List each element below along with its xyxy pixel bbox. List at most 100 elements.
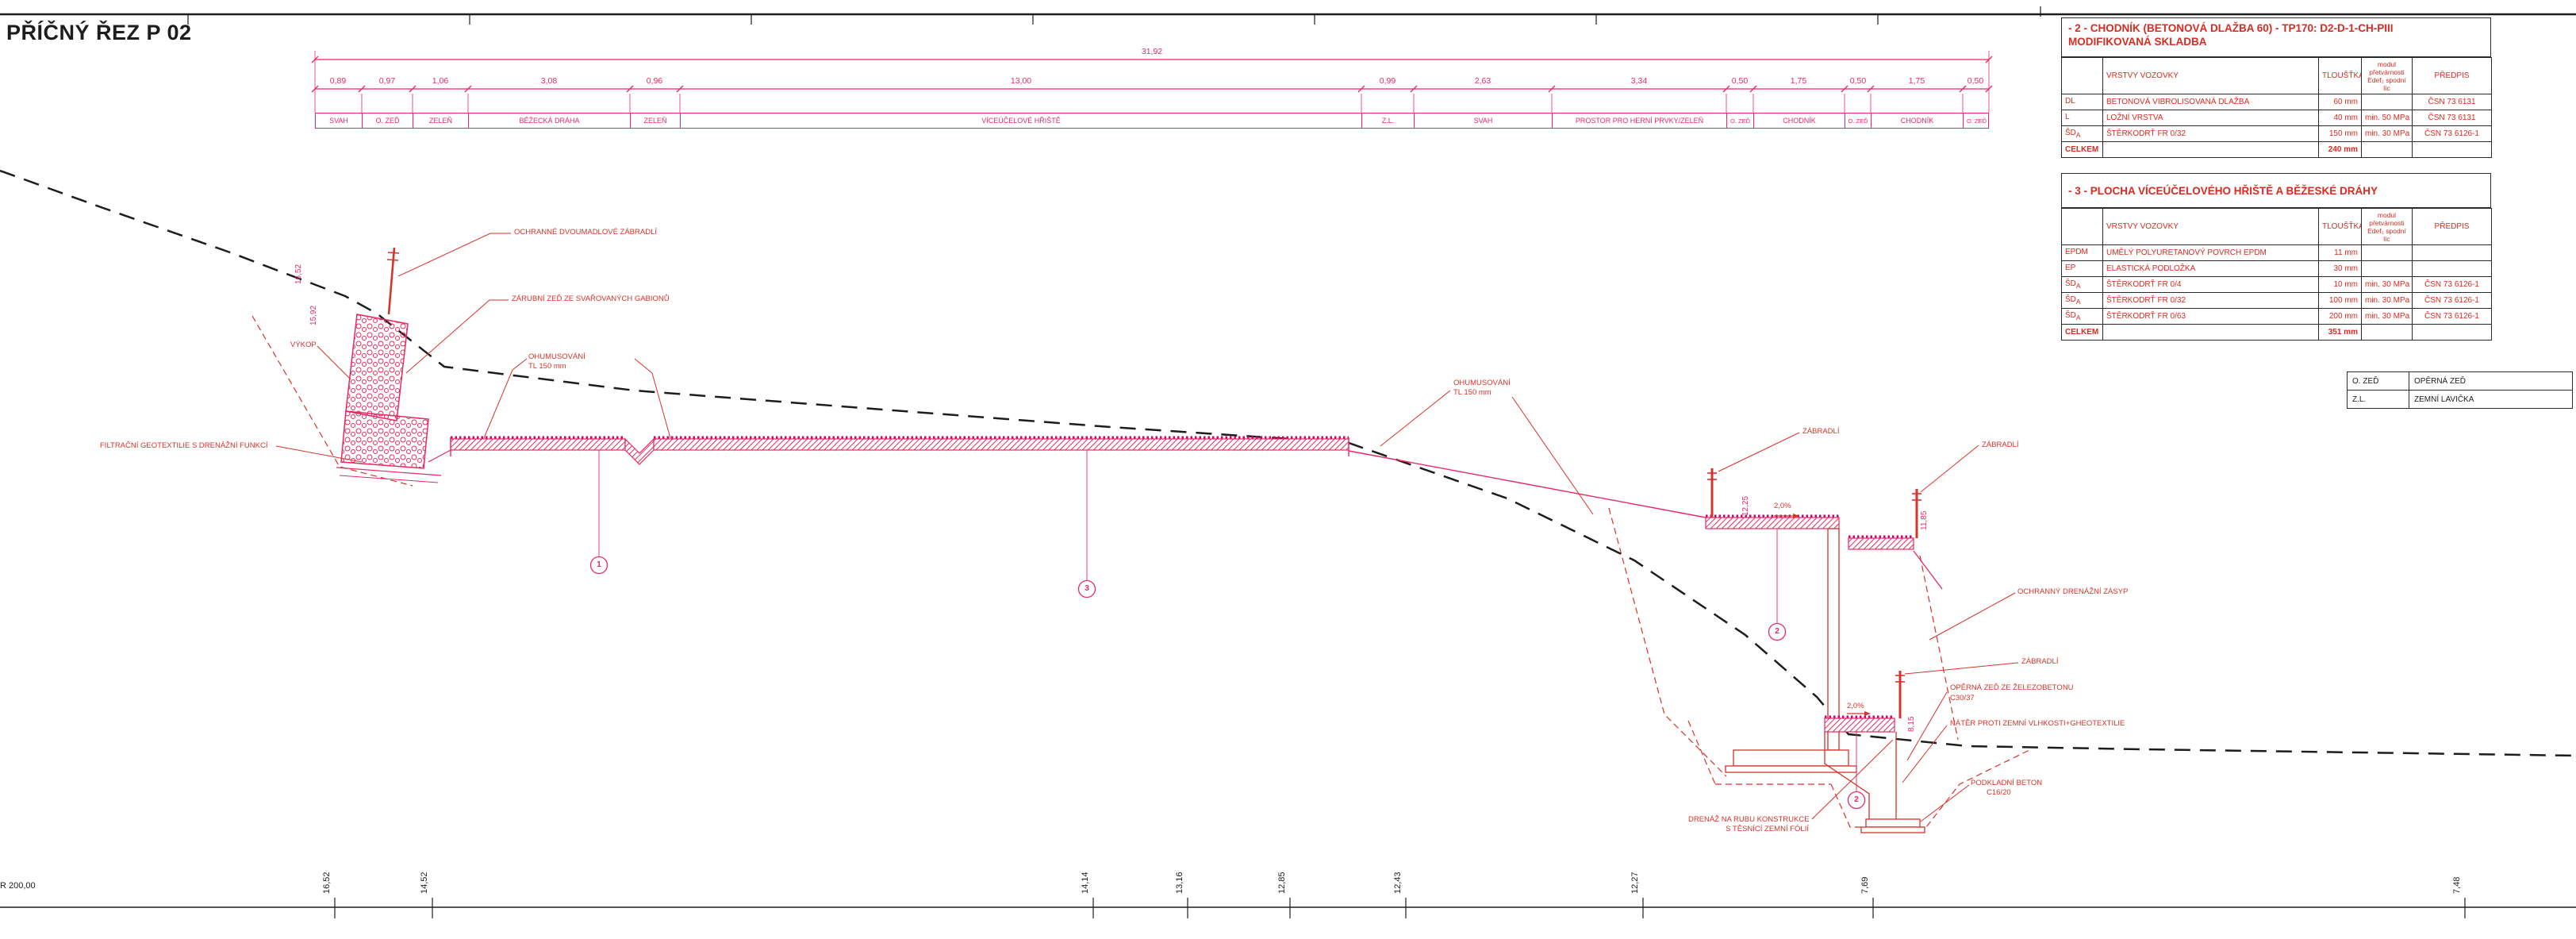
excavation-lines [251,315,2032,828]
col-code [2061,57,2103,94]
dim-value: 0,99 [1379,76,1396,86]
dim-value: 0,50 [1731,76,1749,86]
total-spacer [2102,324,2319,341]
total-thickness: 240 mm [2318,141,2362,158]
row-thickness: 30 mm [2318,260,2362,277]
row-layer: BETONOVÁ VIBROLISOVANÁ DLAŽBA [2102,94,2319,110]
row-code: EPDM [2061,244,2103,261]
vertical-dim: 8,15 [1907,716,1916,732]
row-spec: ČSN 73 6126-1 [2412,308,2492,325]
col-spec: PŘEDPIS [2412,208,2492,245]
zone-label: BĚŽECKÁ DRÁHA [469,114,631,128]
zone-label: O. ZEĎ [1966,117,1987,125]
dim-total: 31,92 [1141,47,1163,56]
zone-label: CHODNÍK [1872,114,1964,128]
dimension-lines [311,51,1993,113]
row-spec: ČSN 73 6126-1 [2412,292,2492,309]
elevation-value: 7,48 [2452,876,2462,894]
table-2-title-line2: MODIFIKOVANÁ SKLADBA [2068,36,2207,48]
table-2-grid: VRSTVY VOZOVKY TLOUŠŤKA modul přetvárnos… [2061,57,2492,158]
elevation-value: 13,16 [1175,872,1184,894]
total-label: CELKEM [2061,141,2103,158]
zone-label: CHODNÍK [1754,114,1845,128]
detail-bubble: 1 [597,560,601,569]
row-layer: ŠTĚRKODRŤ FR 0/32 [2102,125,2319,142]
table-2-title: - 2 - CHODNÍK (BETONOVÁ DLAŽBA 60) - TP1… [2061,17,2491,57]
dim-value: 13,00 [1010,76,1032,86]
detail-bubble: 2 [1775,626,1779,636]
zone-label: O. ZEĎ [363,114,413,128]
elevation-value: 12,27 [1630,872,1640,894]
row-spec: ČSN 73 6126-1 [2412,276,2492,293]
legend-abbr: Z.L. [2347,390,2409,409]
total-thickness: 351 mm [2318,324,2362,341]
elevation-value: 7,69 [1860,876,1870,894]
dim-value: 2,63 [1474,76,1491,86]
col-modulus: modul přetvárnosti Edef₂ spodní líc [2361,57,2413,94]
zone-label: Z.L. [1362,114,1415,128]
col-code [2061,208,2103,245]
annotation-excavation: VÝKOP [290,341,317,349]
annotation-drainage: DRENÁŽ NA RUBU KONSTRUKCE [1688,815,1810,824]
slope-label-mid: 2,0% [1774,502,1791,510]
row-modulus [2361,244,2413,261]
annotation-retaining-wall: OPĚRNÁ ZEĎ ZE ŽELEZOBETONU [1950,683,2074,692]
gabion-guardrail [386,247,400,315]
row-modulus: min. 50 MPa [2361,110,2413,126]
col-modulus: modul přetvárnosti Edef₂ spodní líc [2361,208,2413,245]
row-code: ŠDA [2061,292,2103,309]
annotation-retaining-wall-class: C30/37 [1950,694,1975,702]
row-thickness: 60 mm [2318,94,2362,110]
annotation-railing-2: ZÁBRADLÍ [1982,441,2019,449]
zone-strip: SVAH O. ZEĎ ZELEŇ BĚŽECKÁ DRÁHA ZELEŇ VÍ… [315,113,1989,129]
pavement-table-3: - 3 - PLOCHA VÍCEÚČELOVÉHO HŘIŠTĚ A BĚŽE… [2061,173,2492,341]
col-layers: VRSTVY VOZOVKY [2102,208,2319,245]
elevation-value: 14,52 [420,872,429,894]
slope-label-low: 2,0% [1847,702,1864,710]
annotation-gabion-wall: ZÁRUBNÍ ZEĎ ZE SVAŘOVANÝCH GABIONŮ [512,294,670,303]
table-3-title: - 3 - PLOCHA VÍCEÚČELOVÉHO HŘIŠTĚ A BĚŽE… [2061,173,2491,208]
dim-value: 1,75 [1790,76,1807,86]
annotation-drain-backfill: OCHRANNÝ DRENÁŽNÍ ZÁSYP [2017,587,2129,596]
zone-label: SVAH [316,114,363,128]
row-thickness: 150 mm [2318,125,2362,142]
row-code: ŠDA [2061,125,2103,142]
annotation-topsoil-left-thickness: TL 150 mm [528,362,566,371]
row-spec [2412,260,2492,277]
zone-label: ZELEŇ [631,114,681,128]
platform-surface [428,436,1706,518]
vertical-dim: 15,92 [309,305,318,325]
dim-value: 0,89 [329,76,347,86]
row-code: DL [2061,94,2103,110]
annotation-base-concrete: PODKLADNÍ BETON [1971,779,2043,787]
row-modulus [2361,260,2413,277]
dim-value: 3,08 [540,76,558,86]
row-thickness: 100 mm [2318,292,2362,309]
dim-value: 0,97 [378,76,396,86]
row-code: L [2061,110,2103,126]
abbreviation-legend: O. ZEĎ OPĚRNÁ ZEĎ Z.L. ZEMNÍ LAVIČKA [2347,371,2573,409]
row-thickness: 40 mm [2318,110,2362,126]
row-layer: ELASTICKÁ PODLOŽKA [2102,260,2319,277]
annotation-railing-3: ZÁBRADLÍ [2021,657,2059,666]
row-spec: ČSN 73 6131 [2412,110,2492,126]
total-spacer [2102,141,2319,158]
legend-abbr: O. ZEĎ [2347,371,2409,391]
row-code: ŠDA [2061,308,2103,325]
legend-meaning: OPĚRNÁ ZEĎ [2409,371,2573,391]
annotation-railing-1: ZÁBRADLÍ [1802,427,1840,436]
row-modulus: min. 30 MPa [2361,125,2413,142]
annotation-drainage-foil: S TĚSNÍCÍ ZEMNÍ FÓLIÍ [1726,825,1809,833]
row-spec: ČSN 73 6131 [2412,94,2492,110]
total-empty [2412,324,2492,341]
row-modulus: min. 30 MPa [2361,276,2413,293]
detail-bubble: 2 [1854,795,1859,804]
col-thickness: TLOUŠŤKA [2318,208,2362,245]
vertical-dim: 16,52 [294,264,303,284]
zone-label: VÍCEÚČELOVÉ HŘIŠTĚ [681,114,1362,128]
detail-bubble: 3 [1085,583,1089,593]
row-thickness: 10 mm [2318,276,2362,293]
elevation-value: 12,43 [1393,872,1403,894]
